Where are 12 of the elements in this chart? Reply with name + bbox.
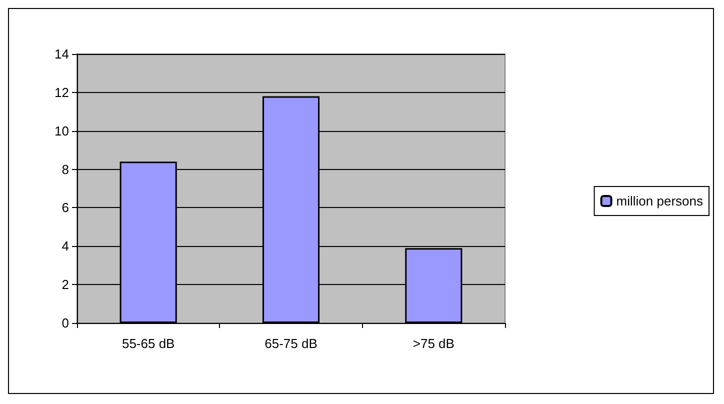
y-tick-label: 10 <box>54 123 69 138</box>
legend-label: million persons <box>616 194 704 208</box>
x-tick-label: 65-75 dB <box>264 336 318 351</box>
y-tick-label: 4 <box>62 238 69 254</box>
y-tick-label: 0 <box>62 316 69 330</box>
y-tick-label: 2 <box>62 277 69 292</box>
y-tick-label: 14 <box>54 46 69 62</box>
y-tick-label: 12 <box>54 84 69 100</box>
y-tick-label: 6 <box>62 200 69 216</box>
y-tick-label: 8 <box>62 162 69 177</box>
x-tick-label: 55-65 dB <box>122 336 175 351</box>
x-tick-label: >75 dB <box>412 336 454 351</box>
